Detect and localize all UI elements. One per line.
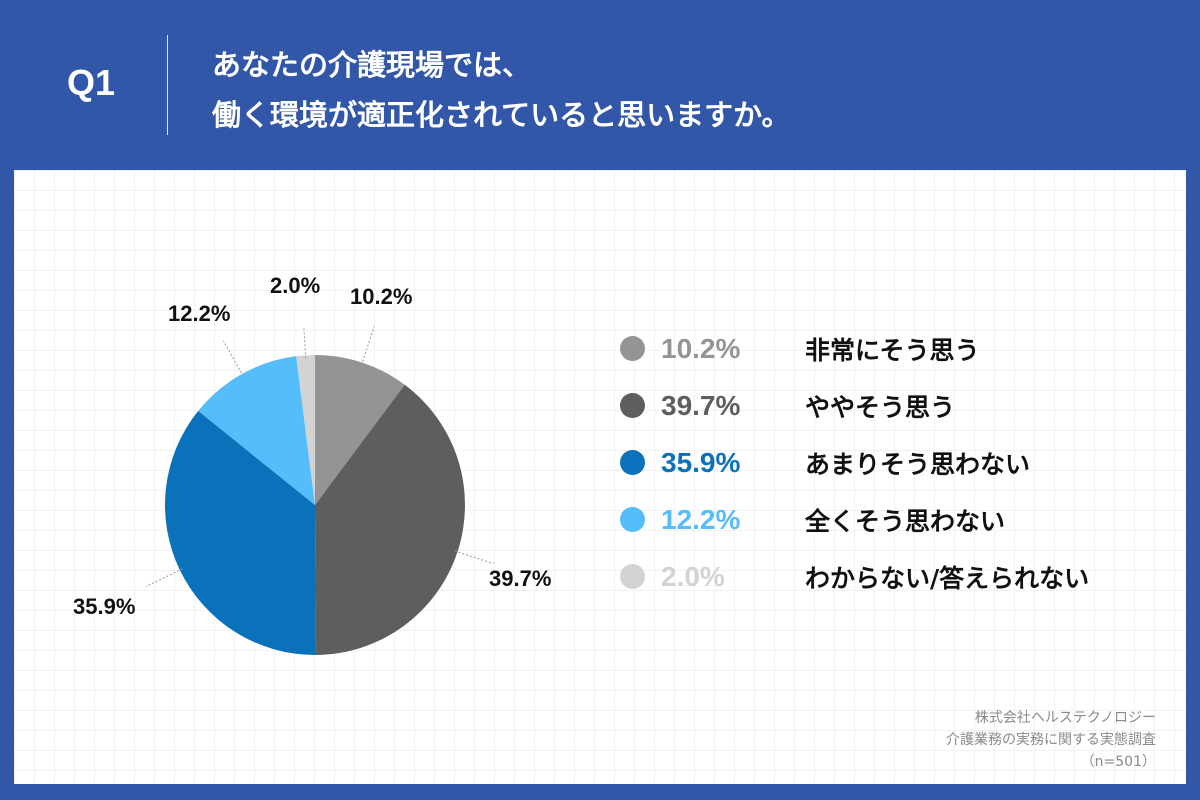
- leader-lines: [145, 326, 494, 588]
- pie-label-not-at-all: 12.2%: [168, 301, 231, 326]
- question-title-line2: 働く環境が適正化されていると思いますか。: [212, 98, 791, 132]
- legend-label: 全くそう思わない: [805, 506, 1006, 536]
- legend-dot-icon: [620, 450, 645, 475]
- legend-label: 非常にそう思う: [805, 335, 980, 365]
- question-number: Q1: [66, 62, 116, 103]
- legend-label: わからない/答えられない: [805, 563, 1090, 593]
- pie-label-not-much: 35.9%: [73, 594, 136, 619]
- pie-label-dont-know: 2.0%: [270, 273, 321, 298]
- legend-dot-icon: [620, 564, 645, 589]
- header: Q1 あなたの介護現場では、 働く環境が適正化されていると思いますか。: [0, 0, 1200, 170]
- leader-line: [360, 326, 375, 366]
- legend-item: 2.0% わからない/答えられない: [608, 548, 1089, 605]
- source-sample-size: （n=501）: [1080, 754, 1156, 770]
- legend-item: 39.7% ややそう思う: [608, 377, 1089, 434]
- legend: 10.2% 非常にそう思う 39.7% ややそう思う 35.9% あまりそう思わ…: [608, 320, 1089, 605]
- leader-line: [145, 568, 183, 588]
- leader-line: [303, 327, 307, 359]
- legend-item: 12.2% 全くそう思わない: [608, 491, 1089, 548]
- pie-slice-dont-know: [296, 355, 315, 505]
- pie-label-somewhat: 39.7%: [489, 566, 552, 591]
- legend-dot-icon: [620, 336, 645, 361]
- legend-dot-icon: [620, 507, 645, 532]
- chart-card: 10.2% 39.7% 35.9% 12.2% 2.0% 10.2% 非常にそう…: [14, 170, 1186, 784]
- legend-pct: 10.2%: [661, 332, 741, 364]
- header-divider: [167, 35, 168, 135]
- legend-pct: 39.7%: [661, 389, 741, 421]
- pie-label-very-much: 10.2%: [350, 284, 413, 309]
- pie-slices: [165, 355, 465, 655]
- pie-slice-very-much: [315, 355, 405, 505]
- question-title: あなたの介護現場では、 働く環境が適正化されていると思いますか。: [212, 40, 791, 140]
- legend-dot-icon: [620, 393, 645, 418]
- source-note: 株式会社ヘルステクノロジー 介護業務の実務に関する実態調査 （n=501）: [946, 707, 1156, 773]
- legend-item: 35.9% あまりそう思わない: [608, 434, 1089, 491]
- legend-label: あまりそう思わない: [805, 449, 1031, 479]
- legend-label: ややそう思う: [805, 392, 956, 422]
- leader-line: [222, 340, 244, 377]
- legend-item: 10.2% 非常にそう思う: [608, 320, 1089, 377]
- legend-pct: 35.9%: [661, 446, 741, 478]
- pie-slice-somewhat: [315, 384, 465, 655]
- pie-slice-not-much: [165, 410, 316, 655]
- legend-pct: 2.0%: [661, 560, 725, 592]
- pie-slice-not-at-all: [198, 356, 315, 505]
- source-company: 株式会社ヘルステクノロジー: [974, 710, 1156, 726]
- source-survey: 介護業務の実務に関する実態調査: [946, 732, 1156, 748]
- leader-line: [454, 550, 494, 565]
- pie-chart: [145, 326, 494, 655]
- question-title-line1: あなたの介護現場では、: [212, 48, 532, 82]
- legend-pct: 12.2%: [661, 503, 741, 535]
